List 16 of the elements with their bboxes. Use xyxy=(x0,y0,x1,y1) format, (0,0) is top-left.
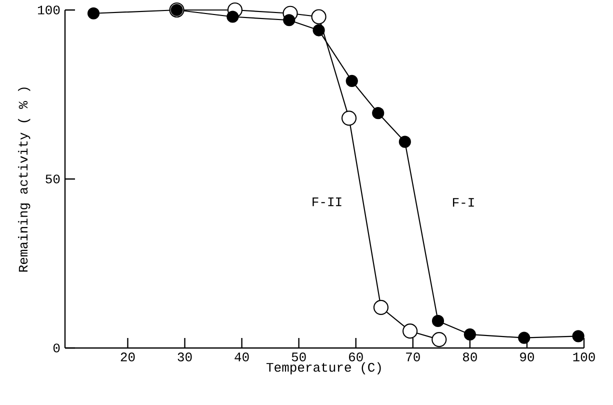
y-tick-label: 100 xyxy=(38,6,60,14)
x-tick-label: 50 xyxy=(292,352,306,362)
x-tick-label: 20 xyxy=(120,352,135,362)
series-label: F-II xyxy=(312,198,342,206)
x-tick-label: 90 xyxy=(520,352,534,362)
y-tick-label: 0 xyxy=(53,344,60,352)
x-tick-label: 70 xyxy=(406,352,420,362)
x-tick-label: 100 xyxy=(573,352,595,362)
text: F-I xyxy=(452,198,474,207)
x-tick-label: 80 xyxy=(462,352,477,362)
x-tick-label: 40 xyxy=(234,352,249,362)
x-tick-label: 30 xyxy=(178,352,192,362)
x-tick-label: 60 xyxy=(349,352,363,362)
x-axis-title: Temperature (C) xyxy=(266,362,381,374)
y-tick-label: 50 xyxy=(46,174,60,184)
y-axis-title: Remaining activity ( % ) xyxy=(18,88,30,272)
